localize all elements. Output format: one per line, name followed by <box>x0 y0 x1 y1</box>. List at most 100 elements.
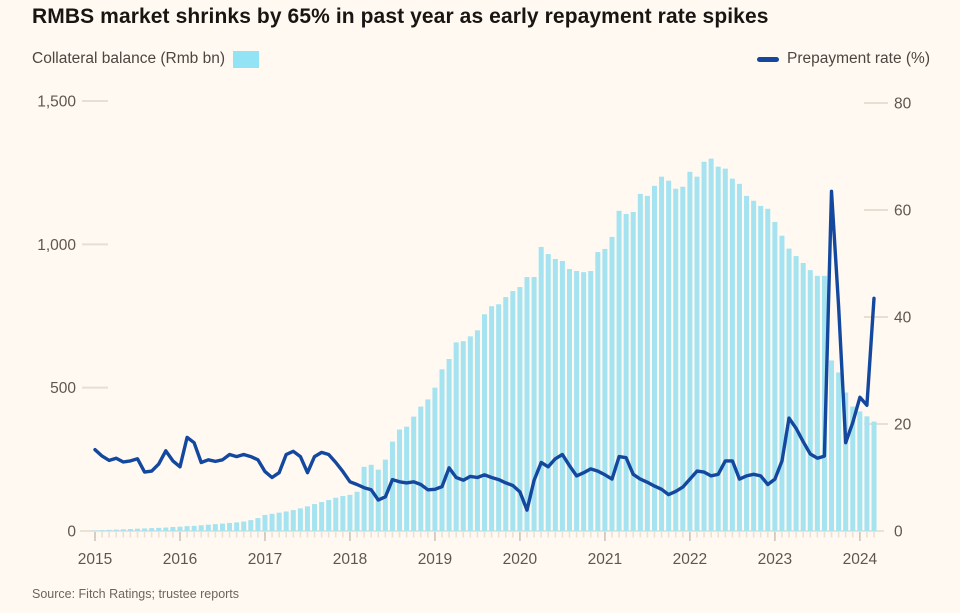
bar <box>120 529 126 531</box>
bar <box>489 306 495 531</box>
bar <box>510 291 516 531</box>
bar <box>467 336 473 531</box>
bar <box>609 236 615 531</box>
right-axis-tick-label: 0 <box>894 524 903 541</box>
bar <box>666 180 672 531</box>
bar <box>637 193 643 531</box>
bar <box>312 504 318 531</box>
legend-line-label: Prepayment rate (%) <box>787 50 930 67</box>
bar <box>744 195 750 532</box>
line-series <box>93 189 876 512</box>
bar <box>276 512 282 531</box>
bar <box>545 254 551 531</box>
bar <box>297 508 303 531</box>
left-axis-tick-label: 0 <box>67 524 76 541</box>
bar <box>857 411 863 531</box>
bar <box>807 270 813 531</box>
bar <box>127 528 133 531</box>
bar <box>219 523 225 531</box>
bar <box>800 262 806 531</box>
bar <box>163 527 169 531</box>
bar <box>99 530 105 531</box>
bar <box>758 205 764 532</box>
bar <box>779 235 785 531</box>
bar <box>191 525 197 531</box>
bar <box>177 526 183 531</box>
bar <box>446 359 452 531</box>
bar <box>708 158 714 531</box>
bar <box>184 526 190 531</box>
x-axis-year-label: 2022 <box>673 551 707 568</box>
bar <box>581 272 587 531</box>
bar <box>460 341 466 531</box>
bar <box>425 399 431 531</box>
bar <box>843 392 849 531</box>
x-axis-year-label: 2015 <box>78 551 112 568</box>
bar <box>304 506 310 531</box>
line-series-swatch-icon <box>757 56 779 62</box>
x-axis-year-label: 2023 <box>758 551 792 568</box>
left-axis: 0 500 1,000 1,500 <box>37 94 108 541</box>
bar <box>673 188 679 531</box>
bar <box>439 369 445 531</box>
bar <box>255 518 261 531</box>
bar <box>701 161 707 532</box>
x-axis-year-label: 2019 <box>418 551 452 568</box>
bar <box>531 277 537 531</box>
bar <box>793 256 799 531</box>
right-axis-tick-label: 20 <box>894 417 912 434</box>
bar <box>687 171 693 531</box>
bar <box>411 416 417 531</box>
left-axis-tick-label: 500 <box>50 380 76 397</box>
left-axis-tick-label: 1,000 <box>37 237 76 254</box>
bar <box>106 529 112 531</box>
bar <box>574 270 580 531</box>
legend-item-collateral-balance: Collateral balance (Rmb bn) <box>32 50 259 68</box>
bar <box>418 406 424 531</box>
month-ticks <box>94 532 875 538</box>
x-axis-year-label: 2017 <box>248 551 282 568</box>
bar <box>269 513 275 531</box>
bar <box>729 178 735 532</box>
bar <box>871 421 877 531</box>
bar <box>205 524 211 531</box>
bar <box>503 297 509 531</box>
bar <box>92 530 98 531</box>
bar <box>850 406 856 531</box>
bar <box>786 248 792 531</box>
bar <box>227 522 233 531</box>
bar <box>588 270 594 531</box>
bar <box>453 342 459 531</box>
right-axis-tick-label: 80 <box>894 96 912 113</box>
bar <box>694 176 700 531</box>
bar <box>496 304 502 531</box>
bar <box>559 260 565 531</box>
bar <box>156 527 162 531</box>
bar <box>814 275 820 531</box>
bar <box>198 525 204 531</box>
bar <box>715 166 721 531</box>
bar <box>248 520 254 531</box>
bar <box>751 200 757 531</box>
bar <box>134 528 140 531</box>
chart-title: RMBS market shrinks by 65% in past year … <box>32 5 769 28</box>
bar <box>602 248 608 532</box>
bar <box>389 441 395 531</box>
bar <box>368 464 374 531</box>
bar <box>829 360 835 531</box>
bar <box>113 529 119 531</box>
bar <box>482 314 488 531</box>
x-axis-year-label: 2016 <box>163 551 197 568</box>
bar <box>212 524 218 531</box>
x-axis-year-label: 2024 <box>843 551 878 568</box>
bar <box>595 252 601 531</box>
bar <box>474 330 480 531</box>
bar <box>765 208 771 531</box>
bar <box>836 372 842 531</box>
left-axis-tick-label: 1,500 <box>37 94 76 111</box>
bar <box>290 510 296 531</box>
bar <box>722 168 728 532</box>
bar <box>864 416 870 531</box>
bar <box>326 500 332 531</box>
